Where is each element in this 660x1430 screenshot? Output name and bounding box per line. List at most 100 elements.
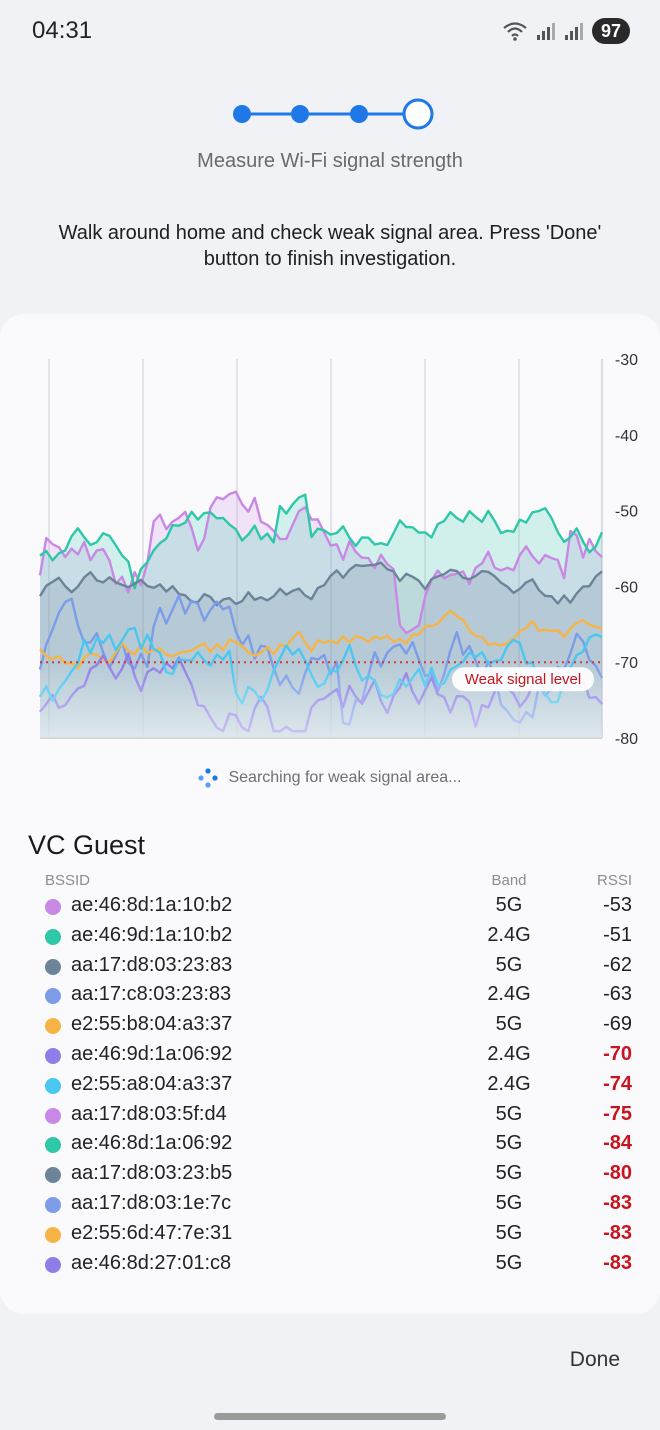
list-item: ae:46:9d:1a:06:92 2.4G -70 bbox=[0, 1039, 660, 1069]
list-item: e2:55:6d:47:7e:31 5G -83 bbox=[0, 1218, 660, 1248]
ap-rssi: -84 bbox=[603, 1132, 632, 1155]
series-color-dot bbox=[45, 1167, 61, 1184]
ap-band: 5G bbox=[495, 1191, 523, 1214]
signal-chart: Weak signal level -30 -40 -50 -60 -70 -80 bbox=[38, 352, 638, 748]
ap-band: 2.4G bbox=[487, 1042, 531, 1065]
ap-band: 5G bbox=[495, 1102, 523, 1125]
list-item: aa:17:d8:03:5f:d4 5G -75 bbox=[0, 1099, 660, 1129]
step-dot-current bbox=[402, 98, 434, 130]
ap-rssi: -62 bbox=[603, 953, 632, 976]
status-icons: 97 bbox=[502, 18, 630, 44]
step-label: Measure Wi-Fi signal strength bbox=[197, 150, 463, 172]
list-item: e2:55:a8:04:a3:37 2.4G -74 bbox=[0, 1069, 660, 1099]
series-color-dot bbox=[45, 1137, 61, 1154]
header-band: Band bbox=[491, 872, 527, 889]
step-dot-3 bbox=[350, 105, 368, 123]
series-color-dot bbox=[45, 1107, 61, 1124]
y-tick-label: -50 bbox=[615, 504, 638, 521]
ap-rssi: -80 bbox=[603, 1162, 632, 1185]
ap-bssid: aa:17:d8:03:5f:d4 bbox=[71, 1102, 227, 1125]
ap-band: 5G bbox=[495, 1221, 523, 1244]
network-name: VC Guest bbox=[28, 830, 146, 860]
series-line bbox=[39, 609, 603, 670]
y-tick-label: -40 bbox=[615, 428, 638, 445]
series-color-dot bbox=[45, 899, 61, 915]
status-bar: 04:31 97 bbox=[0, 0, 660, 62]
ap-rssi: -75 bbox=[603, 1102, 632, 1125]
y-tick-label: -60 bbox=[615, 579, 638, 596]
ap-rssi: -63 bbox=[603, 983, 632, 1006]
header-bssid: BSSID bbox=[45, 872, 91, 889]
done-button[interactable]: Done bbox=[566, 1346, 624, 1374]
series-line bbox=[38, 490, 603, 635]
list-item: ae:46:9d:1a:10:b2 2.4G -51 bbox=[0, 920, 660, 950]
ap-band: 2.4G bbox=[487, 1072, 531, 1095]
ap-bssid: ae:46:8d:27:01:c8 bbox=[71, 1251, 232, 1274]
ap-bssid: aa:17:c8:03:23:83 bbox=[71, 983, 232, 1006]
weak-label-bg bbox=[452, 667, 594, 692]
series-color-dot bbox=[45, 928, 61, 945]
battery-badge: 97 bbox=[592, 18, 630, 44]
ap-bssid: e2:55:b8:04:a3:37 bbox=[71, 1013, 233, 1036]
access-point-list: ae:46:8d:1a:10:b2 5G -53 ae:46:9d:1a:10:b2 2… bbox=[0, 890, 660, 1277]
list-item: ae:46:8d:27:01:c8 5G -83 bbox=[0, 1248, 660, 1278]
step-dot-2 bbox=[291, 105, 309, 123]
series-color-dot bbox=[45, 958, 61, 975]
ap-bssid: ae:46:8d:1a:10:b2 bbox=[71, 894, 233, 916]
ap-band: 2.4G bbox=[487, 983, 531, 1006]
ap-rssi: -70 bbox=[603, 1042, 632, 1065]
list-header: BSSID Band RSSI bbox=[0, 872, 660, 892]
step-dot-1 bbox=[233, 105, 251, 123]
ap-band: 5G bbox=[495, 894, 523, 916]
signal-icon-sim2 bbox=[565, 23, 583, 40]
ap-band: 5G bbox=[495, 953, 523, 976]
ap-rssi: -74 bbox=[603, 1072, 632, 1095]
ap-rssi: -83 bbox=[603, 1221, 632, 1244]
ap-bssid: e2:55:6d:47:7e:31 bbox=[71, 1221, 233, 1244]
signal-card: Weak signal level -30 -40 -50 -60 -70 -80 Sea… bbox=[0, 314, 660, 1314]
series-color-dot bbox=[45, 1256, 61, 1273]
series-color-dot bbox=[45, 988, 61, 1005]
list-item: ae:46:8d:1a:06:92 5G -84 bbox=[0, 1128, 660, 1158]
ap-bssid: aa:17:d8:03:23:83 bbox=[71, 953, 233, 976]
ap-rssi: -83 bbox=[603, 1251, 632, 1274]
y-tick-label: -80 bbox=[615, 731, 638, 748]
home-indicator[interactable] bbox=[214, 1413, 446, 1420]
ap-band: 5G bbox=[495, 1132, 523, 1155]
ap-rssi: -69 bbox=[603, 1013, 632, 1036]
list-item: e2:55:b8:04:a3:37 5G -69 bbox=[0, 1009, 660, 1039]
list-item: ae:46:8d:1a:10:b2 5G -53 bbox=[0, 890, 660, 920]
signal-icon-sim1 bbox=[537, 23, 555, 40]
ap-bssid: aa:17:d8:03:23:b5 bbox=[71, 1162, 233, 1185]
header-rssi: RSSI bbox=[596, 872, 632, 889]
y-tick-label: -70 bbox=[615, 655, 638, 672]
ap-band: 2.4G bbox=[487, 923, 531, 946]
ap-bssid: ae:46:8d:1a:06:92 bbox=[71, 1132, 233, 1155]
wizard-stepper bbox=[233, 98, 434, 130]
series-color-dot bbox=[45, 1047, 61, 1064]
searching-text: Searching for weak signal area... bbox=[228, 769, 462, 786]
series-color-dot bbox=[45, 1077, 61, 1094]
ap-bssid: e2:55:a8:04:a3:37 bbox=[71, 1072, 233, 1095]
list-item: aa:17:c8:03:23:83 2.4G -63 bbox=[0, 979, 660, 1009]
instruction-text: Walk around home and check weak signal a… bbox=[58, 222, 602, 270]
ap-rssi: -53 bbox=[603, 894, 632, 916]
loading-icon bbox=[198, 768, 219, 788]
wifi-icon bbox=[503, 22, 527, 41]
series-color-dot bbox=[45, 1226, 61, 1243]
series-color-dot bbox=[45, 1196, 61, 1213]
ap-band: 5G bbox=[495, 1251, 523, 1274]
ap-rssi: -83 bbox=[603, 1191, 632, 1214]
ap-bssid: ae:46:9d:1a:10:b2 bbox=[71, 923, 233, 946]
ap-band: 5G bbox=[495, 1013, 523, 1036]
searching-status: Searching for weak signal area... bbox=[0, 768, 660, 788]
series-color-dot bbox=[45, 1018, 61, 1035]
list-item: aa:17:d8:03:1e:7c 5G -83 bbox=[0, 1188, 660, 1218]
status-time: 04:31 bbox=[32, 17, 93, 44]
ap-band: 5G bbox=[495, 1162, 523, 1185]
y-tick-label: -30 bbox=[615, 352, 638, 369]
list-item: aa:17:d8:03:23:83 5G -62 bbox=[0, 950, 660, 980]
series-line bbox=[38, 561, 603, 607]
ap-bssid: aa:17:d8:03:1e:7c bbox=[71, 1191, 232, 1214]
ap-bssid: ae:46:9d:1a:06:92 bbox=[71, 1042, 233, 1065]
